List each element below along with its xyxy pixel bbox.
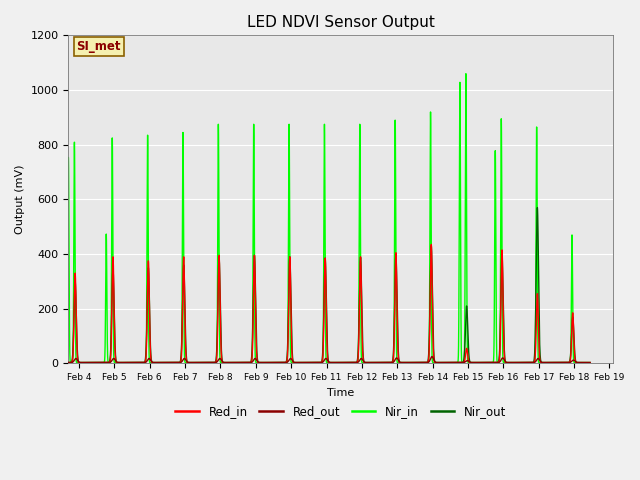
X-axis label: Time: Time [327, 388, 355, 397]
Legend: Red_in, Red_out, Nir_in, Nir_out: Red_in, Red_out, Nir_in, Nir_out [171, 401, 511, 423]
Text: SI_met: SI_met [77, 40, 121, 53]
Y-axis label: Output (mV): Output (mV) [15, 165, 25, 234]
Title: LED NDVI Sensor Output: LED NDVI Sensor Output [247, 15, 435, 30]
